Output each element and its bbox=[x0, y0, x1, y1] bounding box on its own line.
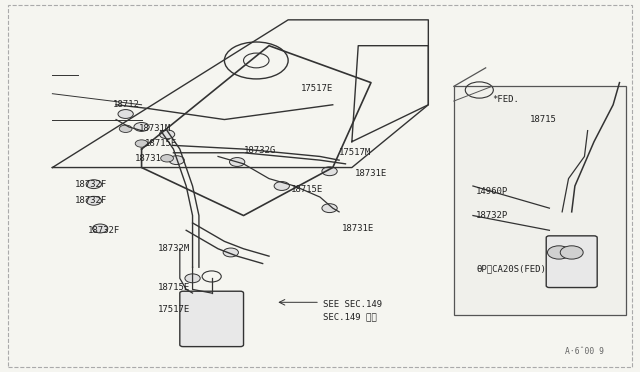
Text: ѲP）CA20S(FED): ѲP）CA20S(FED) bbox=[476, 264, 546, 273]
Text: 18732F: 18732F bbox=[75, 196, 107, 205]
Text: 17517M: 17517M bbox=[339, 148, 371, 157]
Text: 18712: 18712 bbox=[113, 100, 140, 109]
Text: 18732P: 18732P bbox=[476, 211, 508, 220]
Circle shape bbox=[161, 155, 173, 162]
Circle shape bbox=[322, 204, 337, 212]
Text: 18732G: 18732G bbox=[244, 147, 276, 155]
Text: 18731E: 18731E bbox=[342, 224, 374, 233]
Circle shape bbox=[185, 274, 200, 283]
Circle shape bbox=[560, 246, 583, 259]
Text: A·6ˆ00 9: A·6ˆ00 9 bbox=[564, 347, 604, 356]
Circle shape bbox=[169, 156, 184, 164]
Circle shape bbox=[135, 140, 148, 147]
Circle shape bbox=[223, 248, 239, 257]
Text: 18715E: 18715E bbox=[291, 185, 324, 194]
Text: 18732F: 18732F bbox=[75, 180, 107, 189]
Text: 18715: 18715 bbox=[531, 115, 557, 124]
Text: SEE SEC.149: SEE SEC.149 bbox=[323, 300, 382, 309]
Text: SEC.149 参照: SEC.149 参照 bbox=[323, 312, 377, 321]
Bar bbox=[454, 86, 626, 315]
Text: 18715E: 18715E bbox=[157, 283, 189, 292]
FancyBboxPatch shape bbox=[546, 236, 597, 288]
Circle shape bbox=[159, 130, 175, 139]
Circle shape bbox=[274, 182, 289, 190]
Text: *FED.: *FED. bbox=[492, 95, 519, 104]
Circle shape bbox=[134, 122, 149, 131]
Circle shape bbox=[547, 246, 570, 259]
FancyBboxPatch shape bbox=[180, 291, 244, 347]
Circle shape bbox=[322, 167, 337, 176]
Text: 14960P: 14960P bbox=[476, 187, 508, 196]
Circle shape bbox=[86, 196, 101, 205]
Text: 18731: 18731 bbox=[135, 154, 162, 163]
Circle shape bbox=[118, 110, 133, 118]
Circle shape bbox=[86, 180, 101, 189]
Circle shape bbox=[230, 158, 245, 166]
Circle shape bbox=[93, 224, 108, 233]
Text: 18731M: 18731M bbox=[138, 124, 171, 133]
Text: 18731E: 18731E bbox=[355, 169, 387, 177]
Circle shape bbox=[119, 125, 132, 132]
Text: 17517E: 17517E bbox=[301, 84, 333, 93]
Text: 17517E: 17517E bbox=[157, 305, 189, 314]
Text: 18732M: 18732M bbox=[157, 244, 189, 253]
Text: 18715E: 18715E bbox=[145, 139, 177, 148]
Text: 18732F: 18732F bbox=[88, 226, 120, 235]
